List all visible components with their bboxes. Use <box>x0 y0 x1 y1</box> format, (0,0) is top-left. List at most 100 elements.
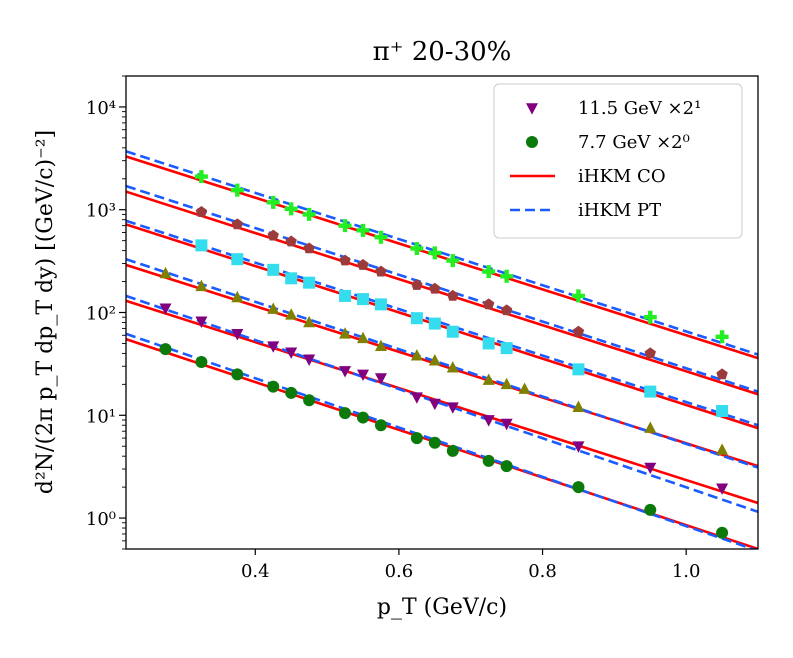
data-point-series-4 <box>357 293 369 306</box>
data-point-series-4 <box>339 289 352 302</box>
data-point-series-3 <box>231 290 244 303</box>
pt-line-series-3 <box>126 257 758 469</box>
legend-label-2: 7.7 GeV ×2⁰ <box>578 132 690 153</box>
data-point-series-5 <box>357 258 369 270</box>
data-point-series-1 <box>357 411 369 424</box>
data-point-series-5 <box>375 265 387 277</box>
data-point-series-1 <box>644 503 657 516</box>
data-point-series-6 <box>428 246 442 260</box>
data-point-series-1 <box>572 481 585 494</box>
data-point-series-1 <box>374 419 387 432</box>
data-point-series-6 <box>410 241 424 255</box>
data-point-series-3 <box>644 421 657 433</box>
y-tick-label: 10⁴ <box>86 98 116 119</box>
data-point-series-5 <box>716 368 728 380</box>
data-point-series-2 <box>303 354 316 366</box>
data-point-series-3 <box>518 382 531 394</box>
data-point-series-1 <box>231 368 244 381</box>
data-point-series-6 <box>284 202 298 216</box>
y-axis-label: d²N/(2π p_T dp_T dy) [(GeV/c)⁻²] <box>33 130 58 494</box>
data-point-series-5 <box>429 282 441 294</box>
data-point-series-1 <box>159 343 172 356</box>
x-tick-label: 0.8 <box>528 561 557 582</box>
data-point-series-4 <box>285 272 298 285</box>
data-point-series-4 <box>482 337 495 350</box>
data-point-series-3 <box>374 339 387 352</box>
data-point-series-5 <box>195 206 208 217</box>
data-point-series-2 <box>374 373 387 385</box>
data-point-series-6 <box>482 265 496 279</box>
data-point-series-2 <box>410 392 423 404</box>
data-point-series-1 <box>446 444 459 457</box>
data-point-series-1 <box>339 407 352 420</box>
data-point-series-3 <box>446 361 459 373</box>
data-point-series-5 <box>572 325 585 337</box>
data-point-series-6 <box>500 269 514 283</box>
axis-ticks-layer: 0.4 0.6 0.8 1.0 10⁰ 10¹ 10² 10³ 10⁴ <box>86 75 701 582</box>
pt-line-series-5 <box>126 184 758 393</box>
data-point-series-4 <box>195 239 208 252</box>
data-point-series-3 <box>482 373 495 385</box>
data-point-series-4 <box>500 342 513 355</box>
data-point-series-1 <box>285 386 298 399</box>
chart-title: π⁺ 20-30% <box>373 37 512 67</box>
data-point-series-2 <box>195 316 208 328</box>
data-point-series-2 <box>357 369 369 381</box>
data-point-series-4 <box>374 298 387 311</box>
y-tick-label: 10¹ <box>86 406 116 427</box>
data-point-series-4 <box>267 263 280 276</box>
data-point-series-1 <box>410 432 423 445</box>
data-point-series-3 <box>572 400 585 412</box>
y-tick-label: 10³ <box>86 201 116 222</box>
y-tick-label: 10⁰ <box>86 509 116 530</box>
data-point-series-5 <box>482 298 495 310</box>
data-point-series-4 <box>716 405 729 418</box>
data-point-series-6 <box>715 330 729 344</box>
data-point-series-6 <box>194 170 208 184</box>
data-point-series-5 <box>339 254 351 266</box>
data-point-series-4 <box>231 253 244 266</box>
data-point-series-2 <box>159 303 172 315</box>
legend-label-4: iHKM PT <box>578 200 661 221</box>
x-tick-label: 0.6 <box>385 561 414 582</box>
data-point-series-1 <box>303 394 316 407</box>
data-point-series-4 <box>428 317 441 330</box>
data-point-series-5 <box>447 289 459 301</box>
co-line-series-1 <box>126 337 758 549</box>
data-point-series-6 <box>643 310 657 324</box>
data-point-series-6 <box>266 195 280 209</box>
data-point-series-1 <box>716 526 729 539</box>
data-point-series-3 <box>285 308 298 320</box>
x-tick-label: 1.0 <box>672 561 701 582</box>
data-point-series-5 <box>285 235 297 247</box>
data-point-series-3 <box>195 279 208 292</box>
data-point-series-2 <box>644 462 657 475</box>
legend-marker-1 <box>526 103 538 115</box>
legend-marker-2 <box>526 136 538 148</box>
data-point-series-2 <box>267 341 280 353</box>
data-point-series-2 <box>231 329 244 341</box>
data-point-series-4 <box>410 312 423 325</box>
data-point-series-3 <box>716 443 729 455</box>
legend-label-3: iHKM CO <box>578 166 666 187</box>
data-point-series-5 <box>267 229 279 241</box>
legend: 11.5 GeV ×2¹ 7.7 GeV ×2⁰ iHKM CO iHKM PT <box>493 83 743 239</box>
y-tick-label: 10² <box>86 304 116 325</box>
data-point-series-2 <box>500 418 513 431</box>
data-point-series-5 <box>644 347 656 359</box>
data-point-series-3 <box>410 349 423 361</box>
data-point-series-1 <box>267 380 280 393</box>
data-point-series-5 <box>303 242 315 254</box>
data-point-series-3 <box>428 354 441 366</box>
data-point-series-6 <box>338 219 352 233</box>
data-point-series-3 <box>339 327 352 339</box>
data-point-series-3 <box>357 331 369 344</box>
pt-line-series-2 <box>126 294 758 514</box>
x-tick-label: 0.4 <box>241 561 270 582</box>
data-point-series-3 <box>500 377 513 390</box>
data-point-series-5 <box>500 304 513 316</box>
data-point-series-2 <box>482 415 495 427</box>
pt-line-series-6 <box>126 150 758 356</box>
